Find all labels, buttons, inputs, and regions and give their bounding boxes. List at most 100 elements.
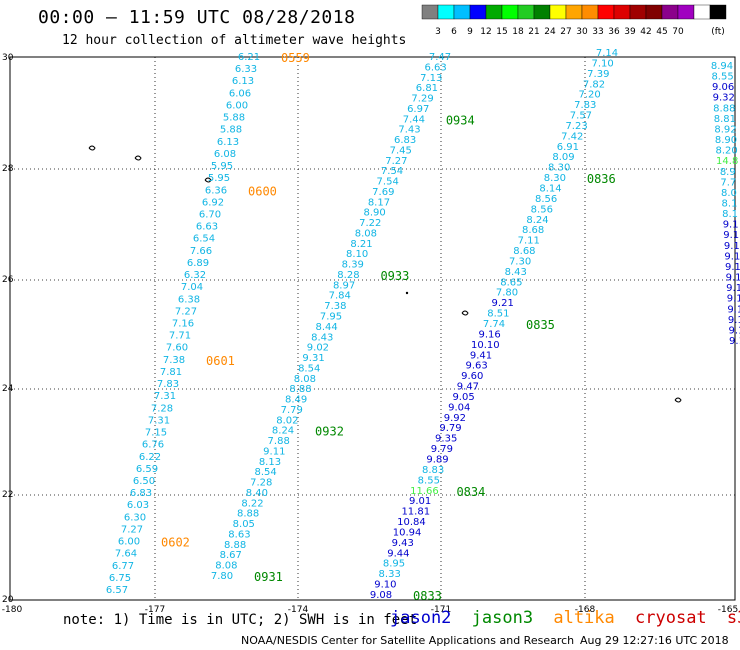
swh-value-label: 8.88 — [713, 103, 735, 114]
swh-value-label: 8.43 — [505, 267, 527, 278]
swh-value-label: 6.76 — [142, 440, 164, 451]
swh-value-label: 9.63 — [465, 361, 487, 372]
colorbar-swatch — [453, 4, 471, 20]
swh-value-label: 8.67 — [220, 550, 242, 561]
swh-value-label: 8.68 — [513, 246, 535, 257]
swh-value-label: 9.01 — [409, 496, 431, 507]
swh-value-label: 8.9 — [720, 167, 736, 178]
swh-value-label: 9.06 — [712, 82, 734, 93]
swh-value-label: 7.27 — [121, 524, 143, 535]
swh-value-label: 8.09 — [552, 152, 574, 163]
track-time-label: 0833 — [413, 589, 442, 603]
swh-value-label: 7.38 — [324, 301, 346, 312]
swh-value-label: 7.31 — [154, 391, 176, 402]
swh-value-label: 7.80 — [496, 288, 518, 299]
swh-value-label: 9.44 — [387, 548, 409, 559]
swh-value-label: 9.05 — [452, 392, 474, 403]
swh-value-label: 7.43 — [398, 125, 420, 136]
swh-value-label: 8.08 — [215, 561, 237, 572]
colorbar-label: 3 — [435, 27, 441, 37]
colorbar-label: 70 — [672, 27, 684, 37]
swh-value-label: 7.27 — [175, 306, 197, 317]
lat-tick-label: 26 — [2, 275, 14, 285]
swh-value-label: 6.36 — [205, 185, 227, 196]
swh-value-label: 5.88 — [220, 125, 242, 136]
colorbar-label: 33 — [592, 27, 603, 37]
lon-tick-label: -174 — [288, 605, 309, 615]
wave-height-colorbar: 3 6 9 12 15 18 21 24 27 30 33 36 39 42 45 70 (ft) — [421, 4, 727, 37]
lat-tick-label: 24 — [2, 384, 14, 394]
lon-tick-label: -168 — [575, 605, 596, 615]
colorbar-label: 42 — [640, 27, 651, 37]
swh-value-label: 6.63 — [425, 62, 447, 73]
swh-value-label: 8.55 — [418, 475, 440, 486]
swh-value-label: 7.79 — [281, 405, 303, 416]
swh-value-label: 7.64 — [115, 549, 137, 560]
swh-value-label: 7.23 — [565, 121, 587, 132]
swh-value-label: 6.77 — [112, 561, 134, 572]
swh-value-label: 8.90 — [363, 208, 385, 219]
swh-value-label: 7.16 — [172, 319, 194, 330]
colorbar-swatch — [709, 4, 727, 20]
swh-value-label: 5.95 — [208, 173, 230, 184]
swh-value-label: 9.1 — [728, 315, 740, 326]
swh-value-label: 6.33 — [235, 64, 257, 75]
swh-value-label: 6.08 — [214, 149, 236, 160]
swh-value-label: 7.81 — [160, 367, 182, 378]
colorbar-swatch — [581, 4, 599, 20]
map-frame — [9, 56, 736, 601]
swh-value-label: 8.22 — [241, 498, 263, 509]
swh-value-label: 8.39 — [342, 260, 364, 271]
swh-value-label: 6.83 — [394, 135, 416, 146]
swh-value-label: 8.54 — [298, 363, 320, 374]
swh-value-label: 8.24 — [526, 215, 548, 226]
swh-value-label: 9.1 — [727, 294, 740, 305]
colorbar-label: 30 — [576, 27, 588, 37]
colorbar-swatch — [437, 4, 455, 20]
swh-value-label: 8.44 — [316, 322, 338, 333]
swh-value-label: 7.83 — [574, 100, 596, 111]
swh-value-label: 5.88 — [223, 113, 245, 124]
swh-value-label: 6.13 — [217, 137, 239, 148]
lat-tick-label: 22 — [2, 490, 13, 500]
swh-value-label: 10.94 — [393, 527, 422, 538]
swh-value-label: 9.1 — [724, 251, 740, 262]
swh-value-label: 8.02 — [276, 415, 298, 426]
swh-value-label: 7.10 — [592, 58, 614, 69]
swh-value-label: 8.43 — [311, 332, 333, 343]
swh-value-label: 7.11 — [518, 236, 540, 247]
lon-tick-label: -177 — [145, 605, 165, 615]
swh-value-label: 7.7 — [720, 177, 736, 188]
swh-value-label: 7.28 — [151, 403, 173, 414]
swh-value-label: 6.83 — [130, 488, 152, 499]
swh-value-label: 5.95 — [211, 161, 233, 172]
legend-s3a: s3a — [726, 608, 740, 628]
swh-value-label: 8.30 — [544, 173, 566, 184]
swh-value-label: 8.83 — [422, 465, 444, 476]
swh-value-label: 10.84 — [397, 517, 426, 528]
swh-value-label: 9.1 — [725, 262, 740, 273]
swh-value-label: 8.10 — [346, 249, 368, 260]
island-outline — [674, 397, 682, 403]
swh-value-label: 8.94 — [711, 61, 733, 72]
swh-value-label: 6.54 — [193, 234, 215, 245]
swh-value-label: 7.13 — [420, 73, 442, 84]
swh-value-label: 6.97 — [407, 104, 429, 115]
swh-value-label: 8.1 — [722, 209, 738, 220]
swh-value-label: 10.10 — [471, 340, 500, 351]
legend-altika: altika — [553, 608, 615, 628]
swh-value-label: 9.35 — [435, 434, 457, 445]
swh-value-label: 8.05 — [233, 519, 255, 530]
swh-value-label: 8.90 — [715, 135, 737, 146]
island-dot — [405, 291, 409, 295]
lat-tick-label: 28 — [2, 164, 14, 174]
map-subtitle: 12 hour collection of altimeter wave hei… — [62, 33, 407, 48]
credit-text: NOAA/NESDIS Center for Satellite Applica… — [241, 634, 575, 647]
swh-value-label: 8.08 — [355, 228, 377, 239]
colorbar-label: 36 — [608, 27, 620, 37]
swh-value-label: 6.30 — [124, 512, 146, 523]
swh-value-label: 7.39 — [587, 69, 609, 80]
swh-value-label: 7.83 — [157, 379, 179, 390]
swh-value-label: 11.81 — [401, 507, 430, 518]
swh-value-label: 9.1 — [726, 273, 740, 284]
